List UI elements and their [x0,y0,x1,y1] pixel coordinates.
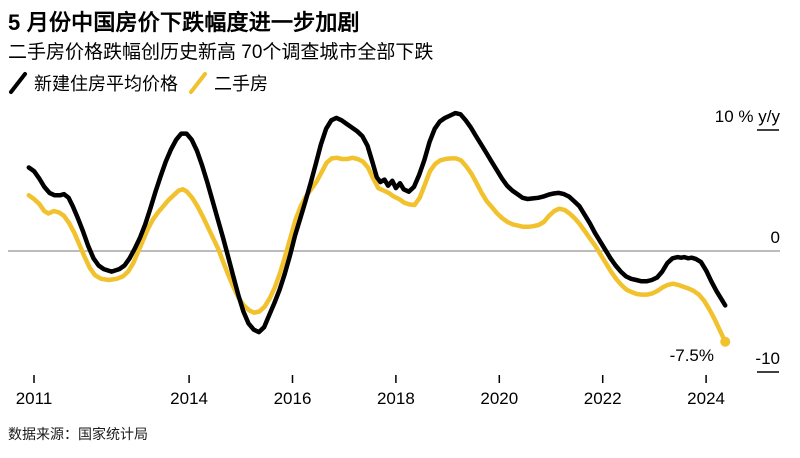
source-note: 数据来源：国家统计局 [8,426,148,442]
chart-subtitle: 二手房价格跌幅创历史新高 70个调查城市全部下跌 [8,42,434,63]
x-axis-label: 2014 [170,389,208,408]
secondhand-end-dot [720,336,731,347]
new-homes-line-swatch-icon [9,72,27,94]
chart-title: 5 月份中国房价下跌幅度进一步加剧 [8,10,360,35]
x-axis-label: 2022 [583,389,622,408]
x-axis-label: 2024 [687,389,725,408]
legend-label-new-homes: 新建住房平均价格 [34,74,178,94]
x-axis-label: 2016 [273,389,312,408]
legend-item-secondhand: 二手房 [188,70,268,96]
secondhand-price-line [26,155,728,345]
legend-item-new-homes: 新建住房平均价格 [8,70,178,96]
new-home-price-line [26,110,728,335]
x-axis-label: 2018 [376,389,415,408]
x-axis-label: 2011 [15,389,53,408]
y-axis-label: 10 % y/y [714,107,780,126]
chart-legend: 新建住房平均价格 二手房 [8,70,268,96]
secondhand-line-swatch-icon [189,72,207,94]
y-axis-label: 0 [770,228,780,247]
x-axis-label: 2020 [480,389,519,408]
last-value-annotation: -7.5% [669,346,714,365]
y-axis-label: -10 [755,349,780,368]
legend-label-secondhand: 二手房 [214,74,268,94]
